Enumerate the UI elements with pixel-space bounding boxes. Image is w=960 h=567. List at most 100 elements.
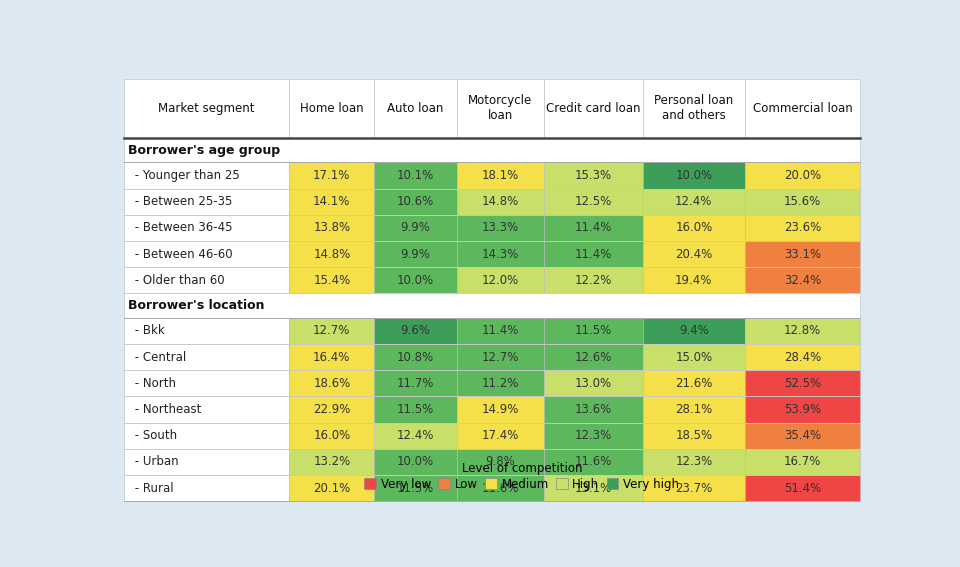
- Bar: [374, 448, 457, 475]
- Text: 12.2%: 12.2%: [575, 274, 612, 287]
- Bar: [643, 215, 745, 241]
- Bar: [457, 162, 543, 189]
- Text: 12.0%: 12.0%: [482, 274, 518, 287]
- Text: - Urban: - Urban: [132, 455, 179, 468]
- Bar: [124, 215, 290, 241]
- Text: 9.6%: 9.6%: [400, 324, 430, 337]
- Text: Borrower's location: Borrower's location: [129, 299, 265, 312]
- Text: 53.9%: 53.9%: [784, 403, 821, 416]
- Bar: [457, 370, 543, 396]
- Bar: [745, 318, 860, 344]
- Text: 14.8%: 14.8%: [313, 248, 350, 260]
- Text: 20.4%: 20.4%: [675, 248, 712, 260]
- Text: 18.6%: 18.6%: [313, 376, 350, 390]
- Bar: [543, 396, 643, 422]
- Bar: [543, 215, 643, 241]
- Bar: [124, 293, 860, 318]
- Text: 15.0%: 15.0%: [675, 350, 712, 363]
- Bar: [374, 318, 457, 344]
- Text: 23.7%: 23.7%: [675, 481, 712, 494]
- Text: Home loan: Home loan: [300, 102, 364, 115]
- Bar: [124, 138, 860, 162]
- Bar: [643, 448, 745, 475]
- Text: 11.4%: 11.4%: [575, 248, 612, 260]
- Text: 15.6%: 15.6%: [783, 195, 821, 208]
- Text: - Between 36-45: - Between 36-45: [132, 221, 232, 234]
- Bar: [543, 344, 643, 370]
- Text: Market segment: Market segment: [158, 102, 254, 115]
- Text: 9.4%: 9.4%: [679, 324, 708, 337]
- Text: 33.1%: 33.1%: [784, 248, 821, 260]
- Bar: [543, 79, 643, 138]
- Text: 18.5%: 18.5%: [675, 429, 712, 442]
- Text: 11.5%: 11.5%: [396, 481, 434, 494]
- Bar: [745, 344, 860, 370]
- Bar: [124, 475, 290, 501]
- Text: 9.8%: 9.8%: [485, 455, 515, 468]
- Text: 10.8%: 10.8%: [396, 350, 434, 363]
- Text: 13.6%: 13.6%: [575, 403, 612, 416]
- Bar: [124, 162, 290, 189]
- Bar: [643, 267, 745, 293]
- Bar: [543, 318, 643, 344]
- Text: Credit card loan: Credit card loan: [546, 102, 640, 115]
- Bar: [457, 396, 543, 422]
- Text: 11.5%: 11.5%: [396, 403, 434, 416]
- Bar: [745, 241, 860, 267]
- Text: 19.4%: 19.4%: [675, 274, 712, 287]
- Text: 9.9%: 9.9%: [400, 248, 430, 260]
- Bar: [124, 422, 290, 448]
- Bar: [643, 344, 745, 370]
- Text: 22.9%: 22.9%: [313, 403, 350, 416]
- Bar: [643, 162, 745, 189]
- Text: 12.4%: 12.4%: [675, 195, 712, 208]
- Bar: [745, 267, 860, 293]
- Bar: [124, 267, 290, 293]
- Bar: [290, 370, 374, 396]
- Bar: [124, 396, 290, 422]
- Text: 12.6%: 12.6%: [575, 350, 612, 363]
- Text: 14.3%: 14.3%: [482, 248, 518, 260]
- Bar: [374, 344, 457, 370]
- Bar: [374, 267, 457, 293]
- Bar: [124, 189, 290, 215]
- Text: - Older than 60: - Older than 60: [132, 274, 225, 287]
- Bar: [290, 448, 374, 475]
- Text: 12.3%: 12.3%: [675, 455, 712, 468]
- Text: 13.3%: 13.3%: [482, 221, 518, 234]
- Text: 16.4%: 16.4%: [313, 350, 350, 363]
- Text: 17.4%: 17.4%: [481, 429, 518, 442]
- Text: 10.0%: 10.0%: [396, 455, 434, 468]
- Text: - Bkk: - Bkk: [132, 324, 165, 337]
- Bar: [124, 79, 290, 138]
- Text: 11.4%: 11.4%: [575, 221, 612, 234]
- Bar: [643, 475, 745, 501]
- Bar: [457, 422, 543, 448]
- Text: - Younger than 25: - Younger than 25: [132, 169, 240, 182]
- Text: 11.4%: 11.4%: [481, 324, 518, 337]
- Text: 13.0%: 13.0%: [575, 376, 612, 390]
- Text: Auto loan: Auto loan: [387, 102, 444, 115]
- Bar: [745, 162, 860, 189]
- Text: 20.0%: 20.0%: [784, 169, 821, 182]
- Text: 11.6%: 11.6%: [575, 455, 612, 468]
- Text: 20.1%: 20.1%: [313, 481, 350, 494]
- Text: - Between 25-35: - Between 25-35: [132, 195, 232, 208]
- Bar: [374, 475, 457, 501]
- Text: 12.3%: 12.3%: [575, 429, 612, 442]
- Text: 10.1%: 10.1%: [396, 169, 434, 182]
- Bar: [543, 448, 643, 475]
- Bar: [374, 189, 457, 215]
- Text: 23.6%: 23.6%: [783, 221, 821, 234]
- Bar: [374, 370, 457, 396]
- Bar: [290, 79, 374, 138]
- Bar: [457, 344, 543, 370]
- Text: 11.7%: 11.7%: [396, 376, 434, 390]
- Bar: [290, 344, 374, 370]
- Bar: [374, 396, 457, 422]
- Bar: [745, 396, 860, 422]
- Bar: [374, 241, 457, 267]
- Bar: [543, 162, 643, 189]
- Text: 16.0%: 16.0%: [675, 221, 712, 234]
- Text: 13.8%: 13.8%: [313, 221, 350, 234]
